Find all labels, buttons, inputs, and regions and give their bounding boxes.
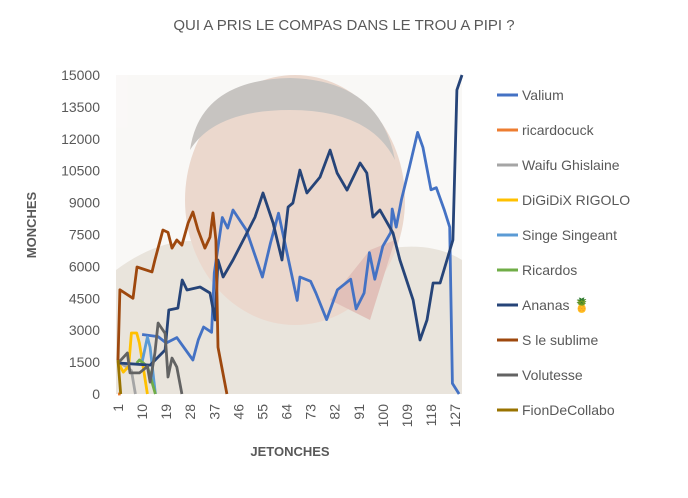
legend-label: S le sublime <box>522 332 598 348</box>
series-line-8 <box>116 321 184 395</box>
legend-label: Singe Singeant <box>522 227 617 243</box>
y-tick-label: 12000 <box>61 131 100 147</box>
y-tick-label: 13500 <box>61 99 100 115</box>
x-tick-label: 64 <box>279 404 295 420</box>
plot-background-photo <box>116 75 462 394</box>
legend: Valium ricardocuck Waifu Ghislaine DiGiDiX … <box>497 87 630 418</box>
legend-label: ricardocuck <box>522 122 595 138</box>
y-tick-label: 10500 <box>61 163 100 179</box>
y-tick-label: 3000 <box>69 322 100 338</box>
y-tick-label: 1500 <box>69 354 100 370</box>
y-tick-label: 0 <box>92 386 100 402</box>
legend-label: FionDeCollabo <box>522 402 615 418</box>
legend-label: Valium <box>522 87 564 103</box>
x-tick-label: 73 <box>303 404 319 420</box>
series-lines <box>116 74 464 396</box>
legend-label: Volutesse <box>522 367 583 383</box>
legend-label: Ricardos <box>522 262 577 278</box>
x-tick-label: 127 <box>447 404 463 428</box>
legend-label: DiGiDiX RIGOLO <box>522 192 630 208</box>
series-line-3 <box>116 331 149 395</box>
legend-label: Ananas 🍍 <box>522 297 591 314</box>
x-tick-label: 46 <box>230 404 246 420</box>
series-line-0 <box>141 130 461 395</box>
x-tick-label: 91 <box>351 404 367 420</box>
series-line-7 <box>116 210 229 395</box>
x-tick-label: 10 <box>134 404 150 420</box>
x-tick-label: 100 <box>375 404 391 428</box>
x-axis-label: JETONCHES <box>250 444 330 459</box>
chart-title: QUI A PRIS LE COMPAS DANS LE TROU A PIPI… <box>173 17 514 34</box>
y-axis-label: MONCHES <box>24 191 39 258</box>
legend-label: Waifu Ghislaine <box>522 157 620 173</box>
y-tick-label: 15000 <box>61 67 100 83</box>
x-tick-label: 37 <box>206 404 222 420</box>
x-tick-label: 82 <box>327 404 343 420</box>
y-tick-label: 9000 <box>69 195 100 211</box>
x-tick-label: 19 <box>158 404 174 420</box>
x-tick-label: 118 <box>423 404 439 427</box>
x-tick-label: 28 <box>182 404 198 420</box>
x-tick-label: 55 <box>254 404 270 420</box>
series-line-9 <box>116 359 123 395</box>
x-tick-label: 109 <box>399 404 415 428</box>
y-tick-label: 4500 <box>69 290 100 306</box>
y-tick-label: 7500 <box>69 227 100 243</box>
y-tick-label: 6000 <box>69 258 100 274</box>
series-line-6 <box>117 74 464 367</box>
x-tick-label: 1 <box>110 404 126 412</box>
